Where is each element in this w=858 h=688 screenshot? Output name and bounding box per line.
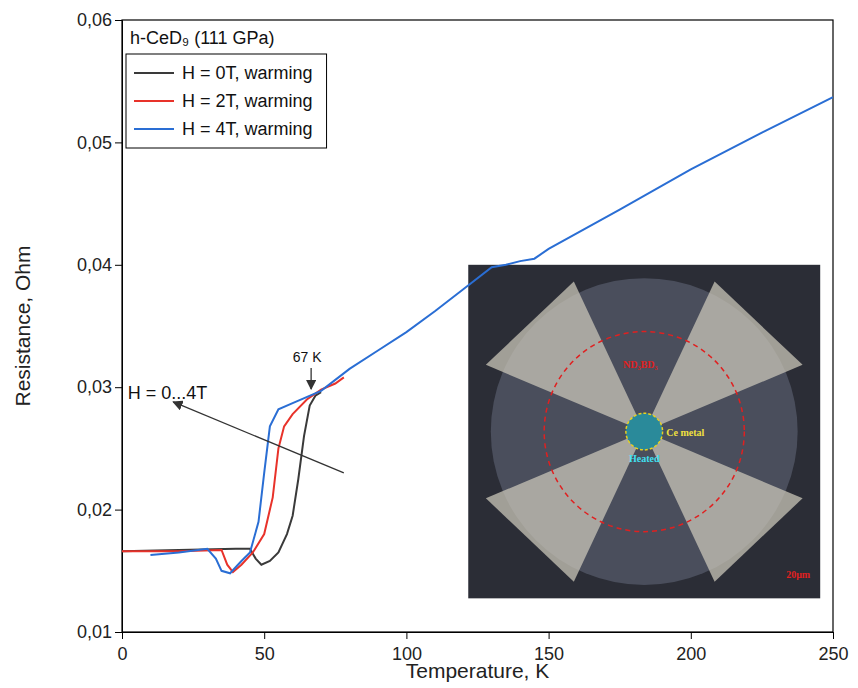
legend-label: H = 2T, warming [182, 91, 313, 111]
x-tick-mark [122, 632, 123, 639]
series-line [150, 97, 833, 573]
annotation-arrow [173, 402, 344, 473]
inset-label: 20μm [786, 569, 811, 580]
x-axis-line [123, 633, 834, 640]
y-tick-mark [115, 142, 122, 143]
legend-label: H = 0T, warming [182, 63, 313, 83]
y-tick-mark [115, 20, 122, 21]
x-tick-mark [549, 632, 550, 639]
y-tick-label: 0,03 [77, 377, 112, 397]
y-tick: 0,06 [77, 10, 122, 30]
legend-frame [126, 54, 327, 148]
series-line [122, 377, 344, 572]
inset-photo: ND₃BD₃ Ce metal Heated 20μm [468, 265, 820, 599]
chart: 0501001502002500,010,020,030,040,050,06N… [0, 0, 858, 688]
inset-label: ND₃BD₃ [623, 359, 657, 370]
x-tick: 200 [676, 632, 706, 664]
y-tick-label: 0,05 [77, 133, 112, 153]
legend-swatch [134, 128, 174, 130]
x-tick-label: 250 [818, 644, 848, 664]
y-tick-label: 0,01 [77, 622, 112, 642]
x-tick-label: 200 [676, 644, 706, 664]
plot-frame [122, 20, 833, 632]
y-tick-label: 0,06 [77, 10, 112, 30]
y-tick-label: 0,04 [77, 255, 112, 275]
annotation-text: H = 0...4T [128, 383, 208, 403]
y-axis: 0,01 0,02 0,03 0,04 0,05 0,06 [77, 10, 123, 642]
legend: H = 0T, warming H = 2T, warming H = 4T, wa… [126, 54, 327, 148]
x-tick: 0 [117, 632, 127, 664]
y-tick: 0,01 [77, 622, 122, 642]
y-tick: 0,03 [77, 377, 122, 397]
chart-title: h-CeD₉ (111 GPa) [130, 28, 275, 48]
inset-circle-yellow [626, 413, 663, 450]
y-tick-mark [115, 632, 122, 633]
legend-label: H = 4T, warming [182, 119, 313, 139]
x-tick-mark [264, 632, 265, 639]
y-tick-mark [115, 510, 122, 511]
legend-swatch [134, 100, 174, 102]
annotation-text: 67 K [293, 349, 322, 365]
x-tick: 250 [818, 632, 848, 664]
x-tick-mark [406, 632, 407, 639]
y-tick: 0,02 [77, 500, 122, 520]
inset-electrode [644, 432, 802, 582]
x-tick-mark [833, 632, 834, 639]
inset-electrode [644, 281, 802, 431]
y-axis-line [115, 21, 123, 633]
y-tick-mark [115, 265, 122, 266]
x-tick-label: 0 [117, 644, 127, 664]
series-line [122, 392, 321, 565]
x-tick-mark [691, 632, 692, 639]
inset-circle-red [544, 332, 744, 532]
inset-background [468, 265, 820, 599]
inset-label: Ce metal [666, 427, 704, 438]
inset-electrode [486, 432, 644, 582]
x-tick: 50 [255, 632, 275, 664]
y-tick-mark [115, 387, 122, 388]
y-axis-title: Resistance, Ohm [11, 245, 34, 406]
annotation-arrow [310, 368, 311, 389]
inset-electrode [486, 281, 644, 431]
x-axis-title: Temperature, K [406, 659, 550, 682]
x-tick-label: 50 [255, 644, 275, 664]
y-tick: 0,04 [77, 255, 122, 275]
plot: 0501001502002500,010,020,030,040,050,06N… [77, 10, 849, 664]
series-group [122, 97, 833, 573]
y-tick-label: 0,02 [77, 500, 112, 520]
y-tick: 0,05 [77, 133, 122, 153]
legend-swatch [134, 72, 174, 74]
inset-label: Heated [629, 453, 660, 464]
